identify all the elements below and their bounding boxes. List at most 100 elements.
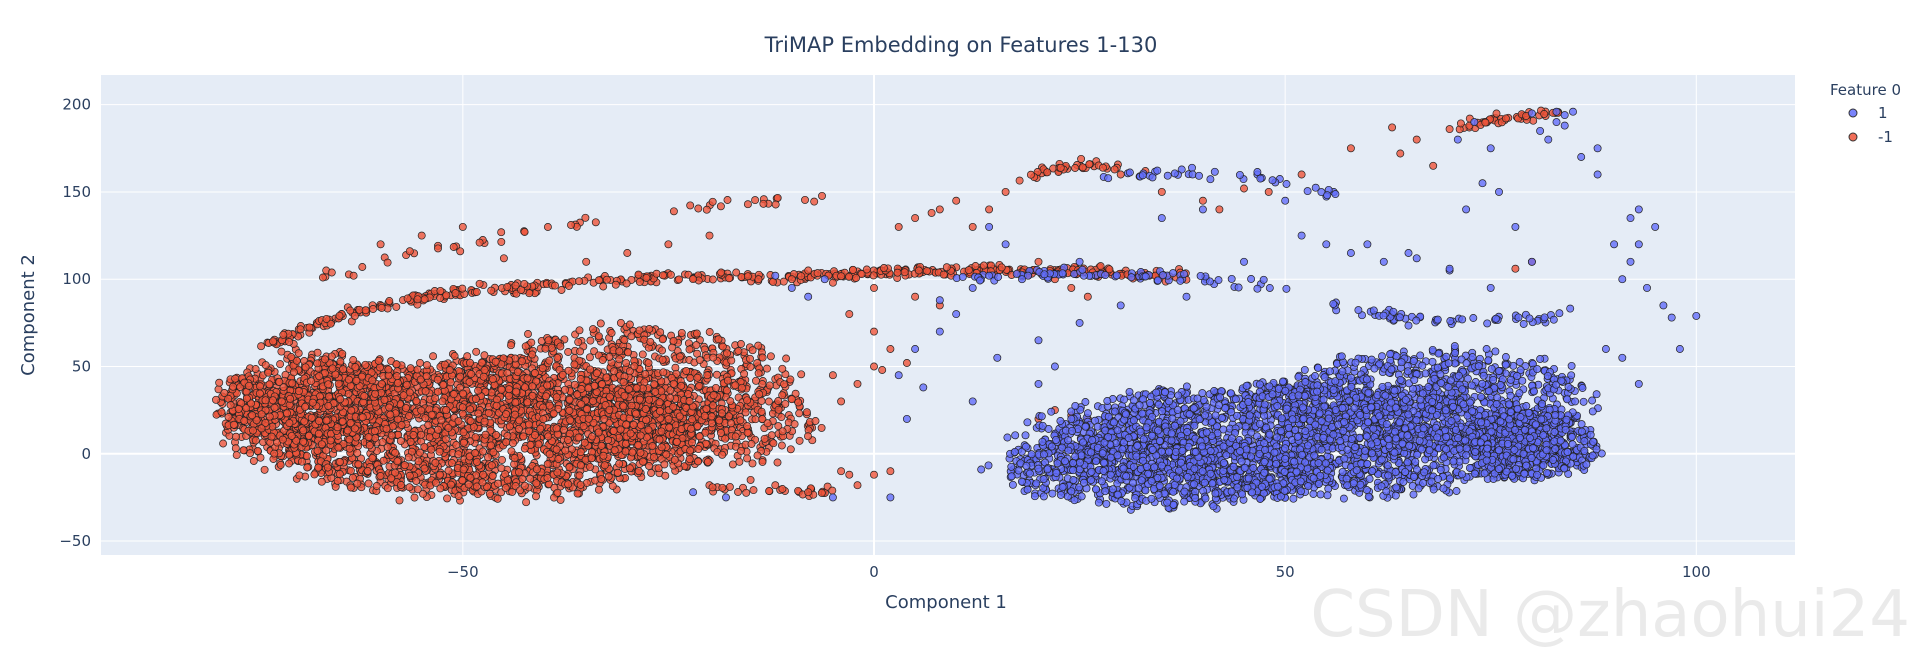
data-point <box>1396 149 1405 158</box>
data-point <box>393 372 401 381</box>
data-point <box>278 435 287 444</box>
data-point <box>566 416 575 425</box>
data-point <box>580 438 589 447</box>
data-point <box>335 470 344 478</box>
data-point <box>463 352 472 361</box>
data-point <box>517 357 526 366</box>
data-point <box>552 424 561 433</box>
data-point <box>694 445 703 454</box>
data-point <box>363 467 372 475</box>
data-point <box>1215 205 1224 214</box>
data-point <box>725 482 734 491</box>
data-point <box>1026 170 1035 179</box>
data-point <box>391 448 400 457</box>
data-point <box>786 375 795 384</box>
data-point <box>664 415 673 424</box>
data-point <box>594 428 603 437</box>
data-point <box>406 437 415 446</box>
data-point <box>795 409 804 418</box>
data-point <box>497 464 506 473</box>
data-point <box>828 486 837 495</box>
data-point <box>849 265 857 274</box>
data-point <box>346 466 355 475</box>
data-point <box>277 397 286 406</box>
data-point <box>445 366 454 375</box>
data-point <box>231 444 240 453</box>
data-point <box>217 408 226 416</box>
data-point <box>778 427 787 436</box>
data-point <box>754 369 763 378</box>
data-point <box>268 396 277 405</box>
data-point <box>658 346 667 355</box>
data-point <box>642 416 651 425</box>
data-point <box>581 213 590 222</box>
data-point <box>645 395 653 404</box>
data-point <box>480 351 489 360</box>
data-point <box>523 374 532 383</box>
data-point <box>386 410 395 419</box>
data-point <box>261 361 270 370</box>
data-point <box>1043 168 1052 177</box>
data-point <box>592 369 601 378</box>
data-point <box>1511 264 1520 273</box>
data-point <box>427 445 436 454</box>
data-point <box>734 488 742 496</box>
data-point <box>526 474 535 483</box>
data-point <box>503 282 512 291</box>
data-point <box>754 275 763 284</box>
data-point <box>751 196 760 205</box>
data-point <box>634 467 643 476</box>
data-point <box>492 401 501 410</box>
data-point <box>392 360 401 369</box>
data-point <box>528 382 537 391</box>
data-point <box>778 485 787 493</box>
data-point <box>613 468 622 477</box>
data-point <box>338 417 347 426</box>
data-point <box>371 389 380 398</box>
data-point <box>584 384 593 393</box>
data-point <box>257 342 266 351</box>
data-point <box>1015 176 1024 185</box>
data-point <box>472 457 481 466</box>
data-point <box>488 472 497 480</box>
data-point <box>1445 125 1454 134</box>
data-point <box>837 467 846 476</box>
data-point <box>817 423 826 432</box>
data-point <box>275 377 284 386</box>
data-point <box>828 371 837 380</box>
data-point <box>454 417 463 426</box>
data-point <box>215 378 224 387</box>
data-point <box>587 454 596 463</box>
data-point <box>544 336 553 345</box>
data-point <box>466 358 474 367</box>
data-point <box>317 440 326 449</box>
data-point <box>878 366 887 374</box>
data-point <box>511 410 519 419</box>
data-point <box>658 335 667 344</box>
data-point <box>484 409 493 418</box>
data-point <box>466 473 475 482</box>
data-point <box>498 455 506 464</box>
data-point <box>564 282 573 290</box>
data-point <box>985 205 994 214</box>
data-point <box>539 415 548 424</box>
data-point <box>358 263 367 271</box>
data-point <box>577 385 586 393</box>
data-point <box>444 423 453 432</box>
data-point <box>661 471 670 480</box>
data-point <box>668 343 677 352</box>
data-point <box>454 450 463 459</box>
data-point <box>1157 187 1166 196</box>
data-point <box>335 311 344 320</box>
data-point <box>565 395 574 404</box>
data-point <box>1071 164 1080 172</box>
data-point <box>743 428 752 437</box>
data-point <box>528 350 537 359</box>
data-point <box>219 439 228 448</box>
data-point <box>315 372 324 381</box>
data-point <box>530 369 539 377</box>
data-point <box>492 431 501 439</box>
data-point <box>695 356 704 364</box>
data-point <box>264 368 273 377</box>
data-point <box>456 372 465 381</box>
